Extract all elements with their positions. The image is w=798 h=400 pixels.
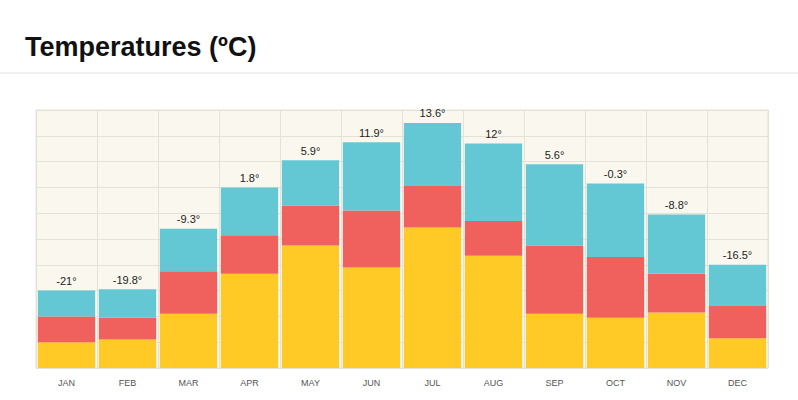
svg-text:DEC: DEC: [728, 378, 748, 388]
svg-text:-16.5°: -16.5°: [723, 249, 752, 261]
svg-text:JAN: JAN: [58, 378, 75, 388]
svg-text:JUN: JUN: [363, 378, 381, 388]
svg-text:Temperatures (ºC): Temperatures (ºC): [25, 32, 256, 62]
svg-text:MAR: MAR: [179, 378, 200, 388]
svg-text:-0.3°: -0.3°: [604, 168, 627, 180]
svg-text:NOV: NOV: [667, 378, 687, 388]
svg-text:-21°: -21°: [56, 275, 76, 287]
svg-text:OCT: OCT: [606, 378, 626, 388]
svg-text:FEB: FEB: [119, 378, 137, 388]
svg-text:APR: APR: [240, 378, 259, 388]
svg-text:1.8°: 1.8°: [240, 172, 260, 184]
svg-text:11.9°: 11.9°: [359, 127, 384, 139]
svg-text:13.6°: 13.6°: [420, 107, 446, 119]
svg-text:-9.3°: -9.3°: [177, 213, 200, 225]
svg-text:-8.8°: -8.8°: [665, 199, 688, 211]
svg-text:5.9°: 5.9°: [301, 145, 321, 157]
svg-text:AUG: AUG: [484, 378, 504, 388]
svg-text:JUL: JUL: [424, 378, 440, 388]
svg-text:MAY: MAY: [301, 378, 320, 388]
svg-text:SEP: SEP: [545, 378, 563, 388]
svg-text:5.6°: 5.6°: [545, 149, 565, 161]
svg-text:12°: 12°: [485, 128, 502, 140]
svg-text:-19.8°: -19.8°: [113, 274, 142, 286]
